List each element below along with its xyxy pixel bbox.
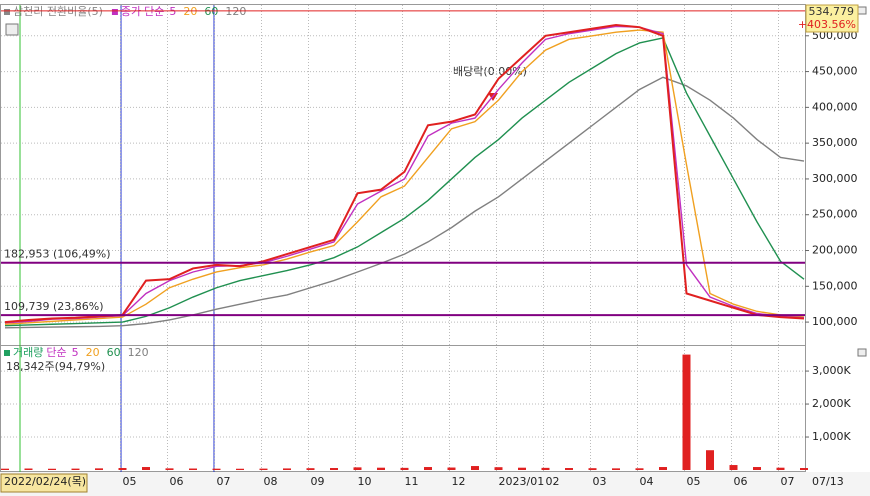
volume-bar: [24, 468, 33, 470]
y-tick-label: 350,000: [812, 136, 858, 149]
x-tick-label: 06: [170, 475, 184, 488]
legend-swatch: [4, 9, 10, 15]
volume-bar: [400, 467, 409, 470]
x-tick-label: 11: [405, 475, 419, 488]
volume-bar: [729, 465, 738, 470]
y-tick-label: 3,000K: [812, 364, 851, 377]
y-tick-label: 2,000K: [812, 397, 851, 410]
x-tick-label: 07/13: [812, 475, 844, 488]
x-tick-label: 12: [452, 475, 466, 488]
volume-info: 18,342주(94,79%): [6, 360, 105, 373]
volume-bar: [800, 468, 808, 470]
legend-swatch: [111, 9, 118, 15]
volume-bar: [635, 468, 644, 470]
x-axis-band: [0, 472, 870, 496]
volume-bar: [236, 468, 244, 470]
legend-label: 120: [225, 5, 246, 18]
volume-bar: [306, 468, 315, 470]
legend-label: 5: [169, 5, 176, 18]
y-tick-label: 300,000: [812, 172, 858, 185]
volume-bar: [471, 466, 479, 470]
legend-label: 120: [128, 346, 149, 359]
legend-label: 60: [107, 346, 121, 359]
series-line: [4, 29, 805, 325]
legend-label: 5: [72, 346, 79, 359]
volume-bar: [377, 467, 385, 470]
change-label: +403.56%: [798, 18, 856, 31]
volume-bar: [706, 450, 714, 470]
volume-bar: [95, 468, 103, 470]
volume-bar: [48, 468, 56, 470]
y-tick-label: 100,000: [812, 315, 858, 328]
legend-label: 60: [204, 5, 218, 18]
date-box: [0, 473, 88, 493]
volume-bar: [494, 467, 503, 470]
volume-bar: [659, 467, 667, 470]
x-tick-label: 04: [640, 475, 654, 488]
y-tick-label: 1,000K: [812, 430, 851, 443]
x-tick-label: 08: [264, 475, 278, 488]
x-tick-label: 09: [311, 475, 325, 488]
volume-bar: [776, 467, 785, 470]
volume-bar: [1, 468, 9, 470]
legend-label: 20: [183, 5, 197, 18]
x-tick-label: 02: [546, 475, 560, 488]
level-label: 182,953 (106,49%): [4, 248, 111, 261]
x-tick-label: 06: [734, 475, 748, 488]
legend-swatch: [4, 350, 10, 356]
y-tick-label: 200,000: [812, 244, 858, 257]
x-tick-label: 2023/01: [499, 475, 545, 488]
x-tick-label: 2022/02/24(목): [4, 475, 86, 488]
volume-legend: 거래량 단순 5 20 60 120 18,342주(94,79%): [4, 346, 149, 373]
volume-bar: [118, 468, 127, 470]
volume-bar: [565, 468, 573, 470]
x-tick-label: 07: [217, 475, 231, 488]
volume-bar: [541, 467, 550, 470]
y-tick-label: 450,000: [812, 65, 858, 78]
volume-bar: [212, 468, 221, 470]
volume-bar: [259, 468, 268, 470]
series-line: [4, 37, 805, 327]
y-tick-label: 400,000: [812, 100, 858, 113]
y-tick-label: 150,000: [812, 279, 858, 292]
x-tick-label: 05: [123, 475, 137, 488]
volume-bar: [283, 468, 291, 470]
volume-bar: [424, 467, 432, 470]
x-tick-label: 03: [593, 475, 607, 488]
volume-bar: [612, 468, 620, 470]
panel-icon[interactable]: [857, 348, 867, 357]
legend-label: 단순: [46, 346, 66, 359]
price-label: 534,779: [809, 5, 855, 18]
volume-bar: [330, 468, 338, 470]
legend-label: 20: [86, 346, 100, 359]
legend-label: 종가: [121, 5, 141, 18]
volume-bar: [682, 354, 691, 470]
volume-bar: [165, 468, 174, 470]
volume-bar: [588, 468, 597, 470]
legend-label: 단순: [144, 5, 164, 18]
price-box: [805, 4, 859, 33]
volume-bar: [189, 468, 197, 470]
volume-bar: [71, 468, 80, 470]
x-tick-label: 10: [358, 475, 372, 488]
panel-icon[interactable]: [857, 6, 867, 15]
volume-bar: [518, 467, 526, 470]
level-label: 109,739 (23,86%): [4, 300, 104, 313]
x-tick-label: 05: [687, 475, 701, 488]
volume-bar: [353, 467, 362, 470]
series-line: [4, 24, 805, 324]
volume-bar: [142, 467, 150, 470]
volume-bar: [447, 467, 456, 470]
volume-frame: [0, 345, 806, 472]
legend-label: 거래량: [13, 346, 43, 359]
volume-bar: [753, 467, 761, 470]
y-tick-label: 250,000: [812, 208, 858, 221]
settings-icon[interactable]: [5, 23, 19, 36]
x-tick-label: 07: [781, 475, 795, 488]
